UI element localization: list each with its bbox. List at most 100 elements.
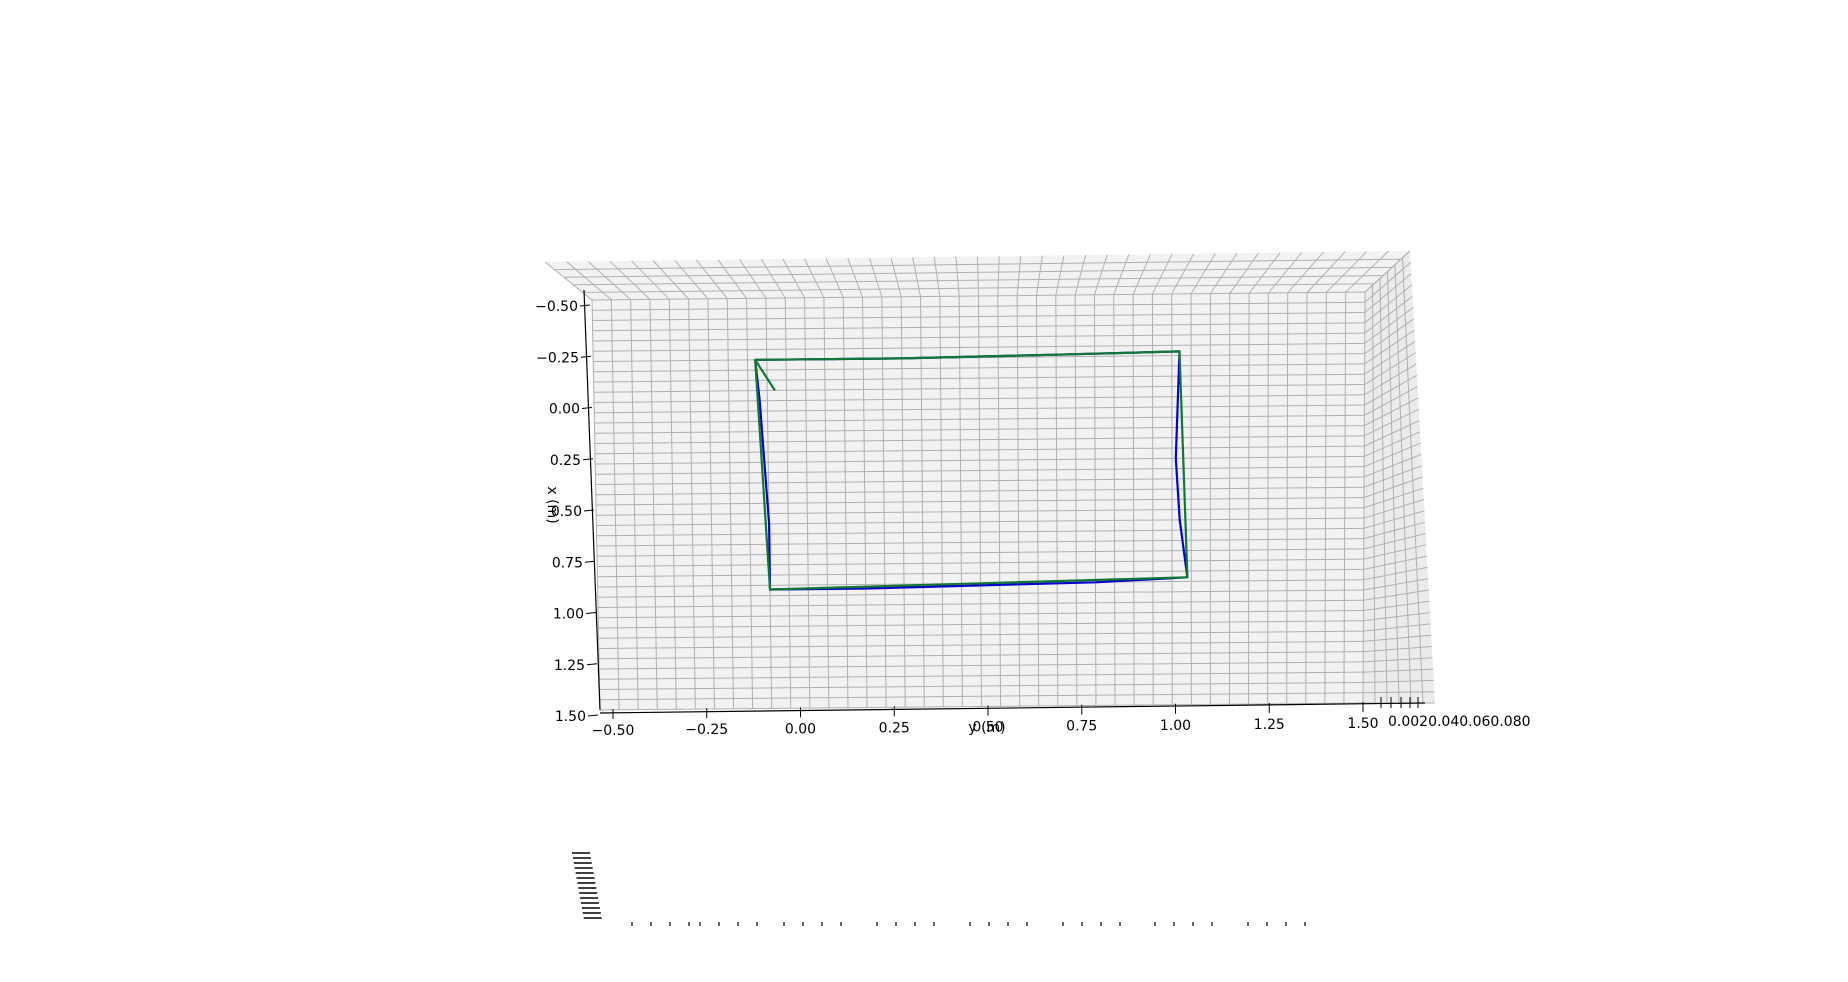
y-tick-label: 0.25	[879, 720, 910, 736]
grid-line	[1364, 420, 1420, 447]
grid-line	[597, 599, 1364, 608]
grid-line	[596, 527, 1364, 537]
y-tick-label: −0.25	[685, 722, 728, 738]
grid-line	[1363, 431, 1421, 457]
y-axis-label: y (m)	[968, 720, 1005, 736]
grid-line	[1306, 251, 1346, 293]
x-tick	[581, 407, 593, 409]
grid-line	[1363, 487, 1424, 509]
grid-line	[1364, 273, 1412, 313]
grid-line	[1364, 408, 1419, 437]
grid-line	[1363, 691, 1435, 694]
grid-line	[1364, 386, 1418, 416]
grid-line	[595, 486, 1365, 496]
grid-line	[760, 258, 786, 299]
grid-line	[1363, 533, 1426, 550]
grid-line	[674, 260, 709, 300]
grid-line	[739, 259, 767, 299]
grid-line	[782, 258, 806, 299]
y-tick-label: 1.00	[1160, 718, 1191, 734]
y-tick-label: 1.25	[1254, 717, 1285, 733]
grid-line	[593, 394, 1365, 403]
grid-line	[599, 692, 1364, 701]
grid-line	[1364, 329, 1415, 365]
x-tick-label: 0.50	[551, 504, 582, 520]
grid-line	[1363, 510, 1425, 529]
grid-line	[631, 260, 670, 300]
grid-line	[868, 257, 883, 298]
grid-line	[1363, 499, 1424, 519]
grid-line	[1363, 646, 1432, 653]
grid-line	[595, 497, 1365, 506]
grid-line	[599, 681, 1364, 690]
y-axis-line	[599, 702, 1426, 714]
x-tick	[580, 355, 592, 358]
grid-line	[594, 404, 1365, 414]
grid-line	[1364, 250, 1411, 293]
grid-line	[912, 257, 922, 297]
grid-line	[955, 256, 960, 297]
grid-line	[1345, 250, 1389, 293]
grid-line	[977, 256, 979, 297]
grid-line	[599, 671, 1364, 680]
grid-line	[1093, 254, 1108, 295]
grid-line	[1190, 253, 1216, 295]
x-tick-label: −0.25	[536, 350, 579, 366]
x-tick-label: 1.00	[553, 607, 584, 623]
x-tick	[582, 458, 594, 461]
grid-line	[596, 507, 1364, 516]
grid-line	[1364, 261, 1411, 303]
x-tick-label: 0.75	[552, 555, 583, 571]
x-axis-ticks: −0.50 −0.25 0.00 0.25 0.50 0.75 1.00 1.25 1.50	[535, 299, 599, 725]
grid-line	[1363, 476, 1423, 498]
y-tick-label: 0.75	[1066, 719, 1097, 735]
y-tick-label: 0.50	[972, 720, 1003, 736]
grid-line	[1364, 363, 1417, 396]
grid-line	[1364, 307, 1414, 344]
grid-line	[592, 312, 1365, 321]
grid-line	[1363, 657, 1433, 663]
grid-line	[597, 568, 1364, 578]
grid-line	[1364, 374, 1418, 406]
grid-line	[594, 445, 1365, 455]
grid-line	[890, 257, 902, 297]
x-tick-label: 1.50	[555, 709, 586, 725]
x-tick	[579, 304, 591, 307]
y-tick-label: −0.50	[592, 723, 635, 739]
x-tick	[587, 714, 599, 717]
grid-line	[1363, 634, 1432, 642]
grid-line	[597, 558, 1364, 567]
x-tick	[584, 560, 596, 563]
grid-line	[1363, 566, 1428, 581]
grid-line	[609, 260, 651, 300]
grid-line	[1363, 679, 1434, 683]
grid-line	[595, 476, 1365, 485]
grid-lines	[544, 250, 1435, 711]
grid-line	[1016, 255, 1022, 296]
grid-line	[595, 455, 1365, 465]
grid-line	[1363, 578, 1429, 591]
grid-line	[593, 373, 1365, 383]
grid-line	[997, 256, 1000, 296]
grid-line	[1325, 251, 1368, 293]
grid-line	[652, 260, 689, 300]
grid-line	[1364, 318, 1415, 355]
grid-line	[599, 661, 1364, 670]
grid-line	[593, 363, 1365, 373]
bottom-tick-strip	[572, 852, 1306, 926]
grid-line	[1035, 255, 1043, 296]
grid-line	[587, 261, 631, 300]
grid-line	[598, 651, 1364, 660]
grid-line	[1363, 521, 1426, 540]
grid-line	[1364, 352, 1416, 385]
x-tick-label: 0.25	[550, 453, 581, 469]
x-tick-label: 1.25	[554, 658, 585, 674]
grid-line	[1132, 254, 1151, 295]
grid-line	[1248, 252, 1281, 294]
grid-line	[1151, 253, 1173, 295]
grid-line	[592, 322, 1365, 332]
grid-line	[1363, 600, 1430, 612]
grid-line	[804, 258, 825, 298]
grid-line	[1364, 295, 1413, 334]
